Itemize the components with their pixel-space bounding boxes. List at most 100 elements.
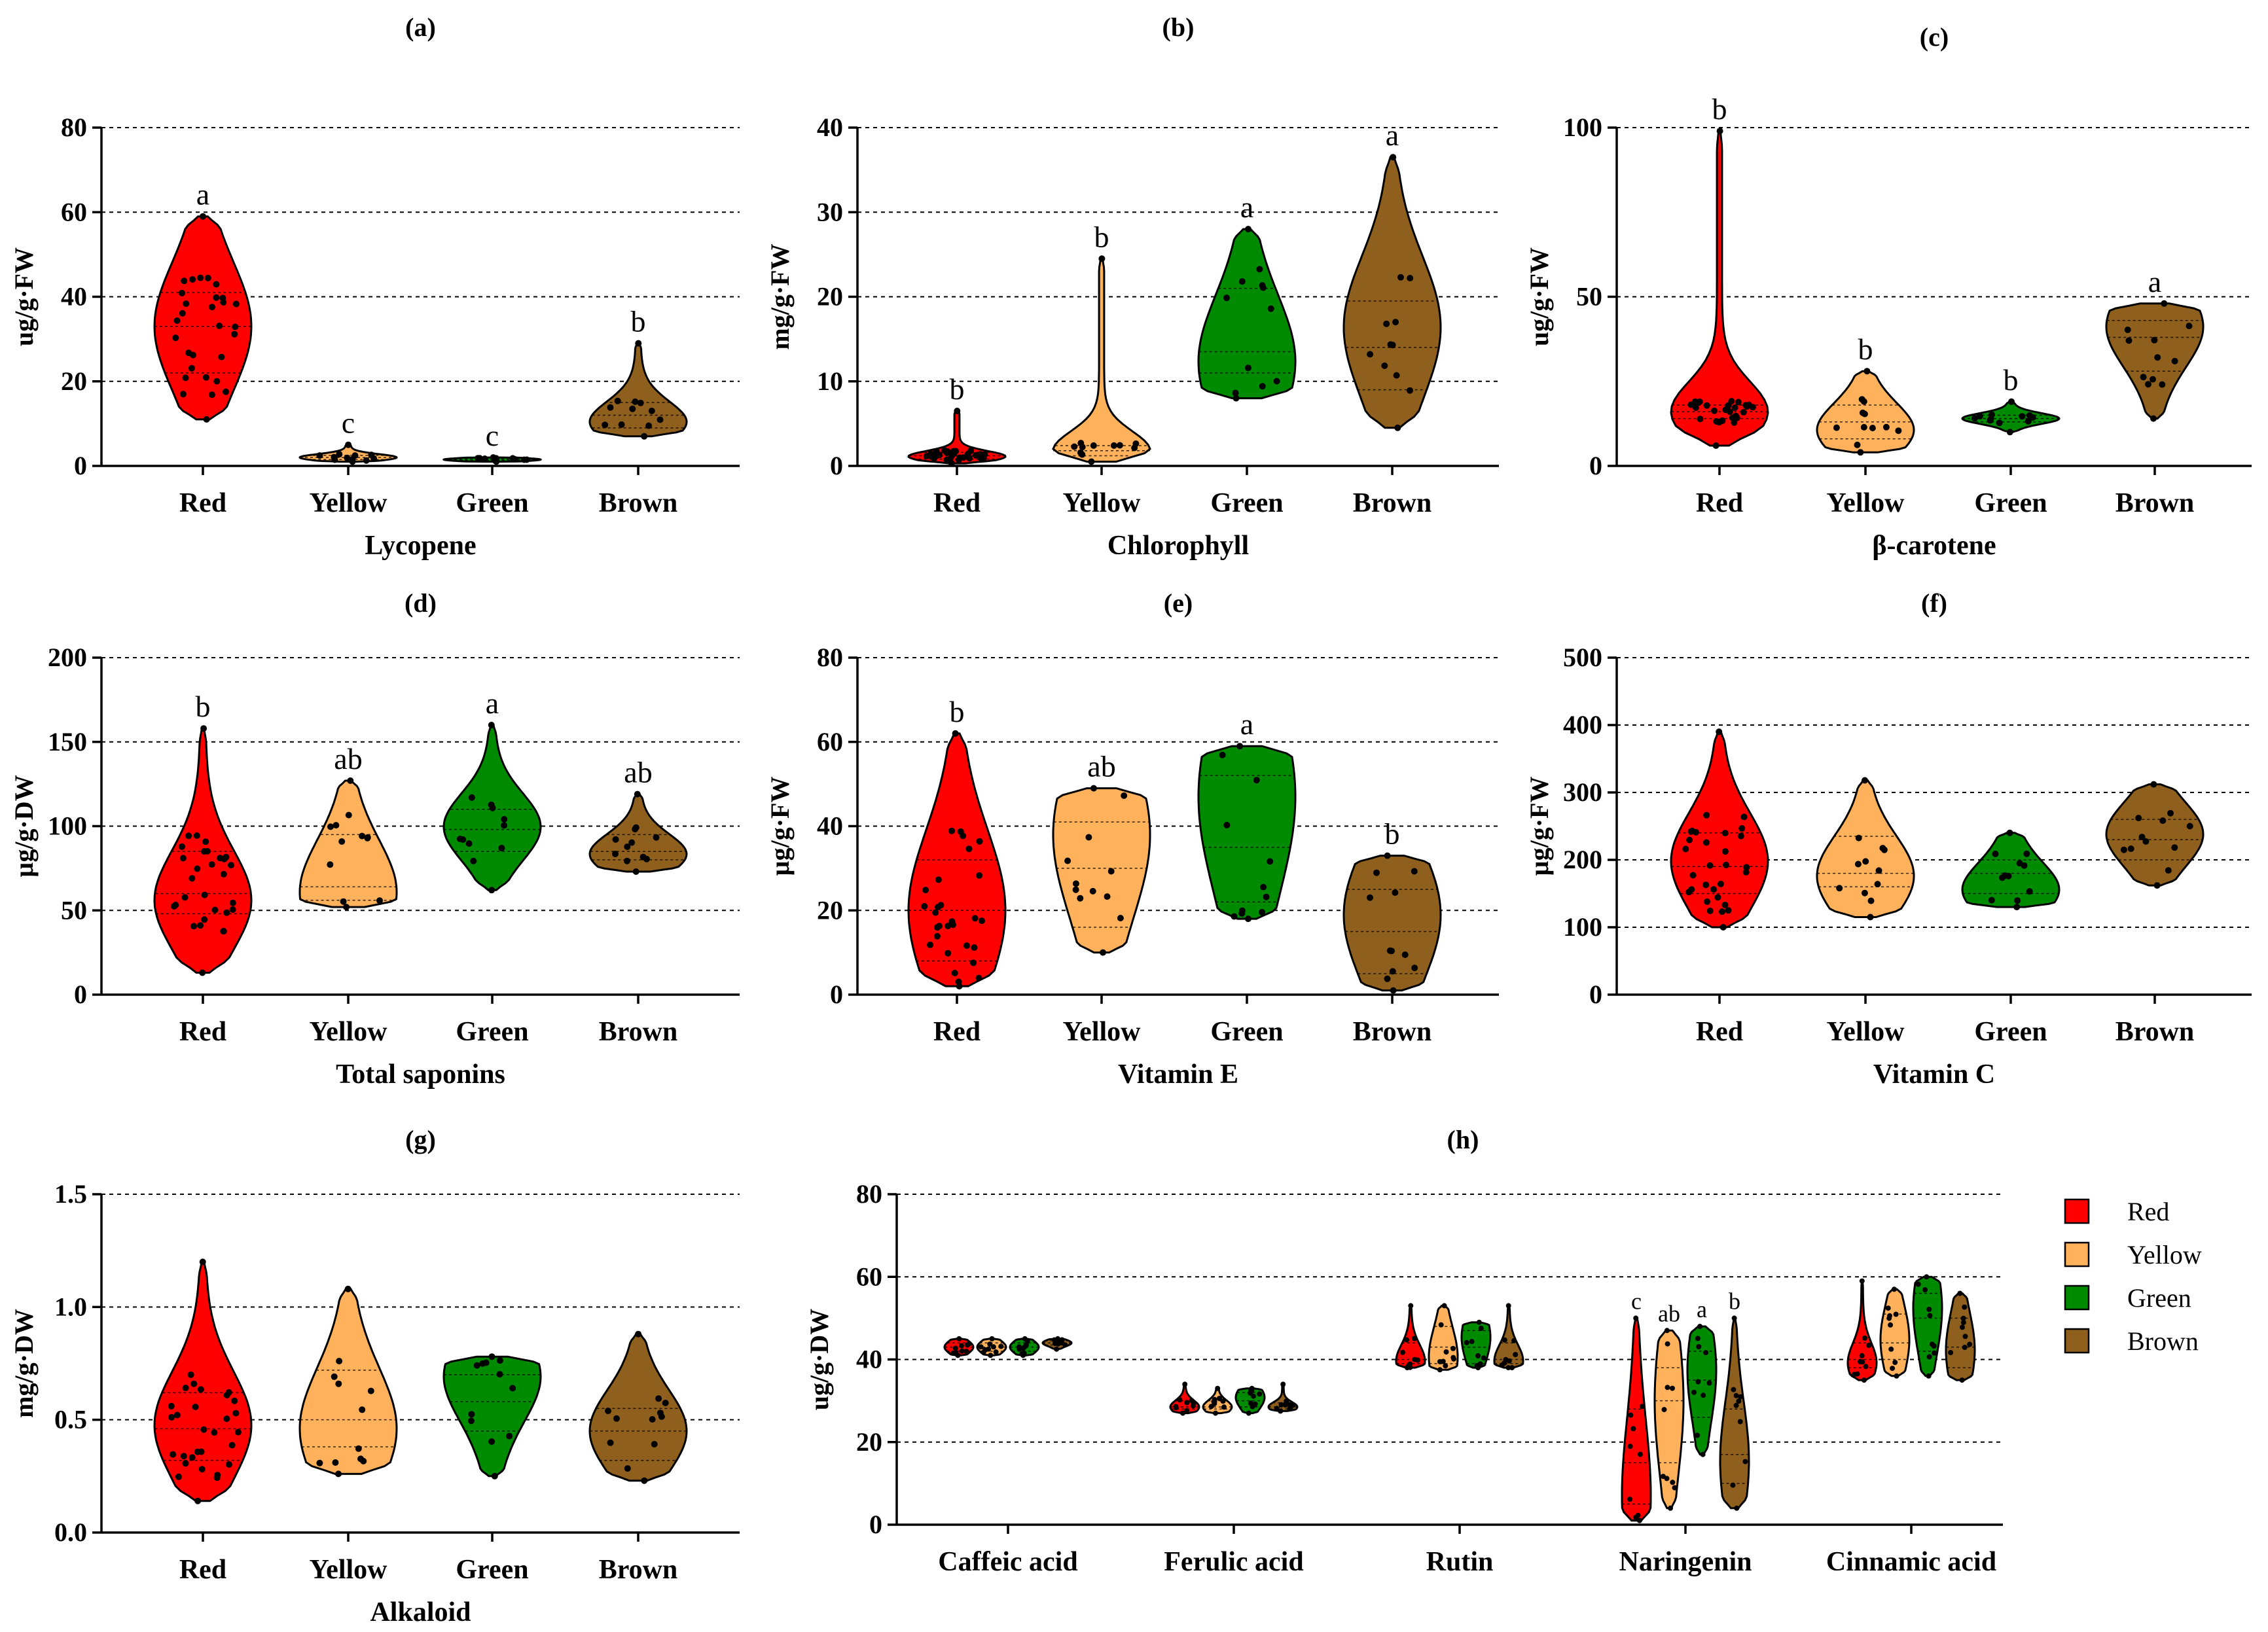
data-point — [1888, 1346, 1894, 1352]
data-point — [331, 453, 338, 461]
y-tick-label: 40 — [817, 811, 843, 841]
data-point — [1736, 1398, 1742, 1404]
data-point — [194, 1497, 202, 1504]
y-tick-label: 10 — [817, 366, 843, 396]
data-point — [1636, 1517, 1642, 1523]
y-axis-label: µg/g·FW — [1524, 777, 1554, 876]
data-point — [1513, 1352, 1519, 1357]
data-point — [175, 1473, 182, 1480]
y-tick-label: 100 — [1563, 912, 1602, 942]
data-point — [1717, 880, 1724, 887]
data-point — [944, 448, 951, 455]
data-point — [937, 902, 945, 909]
data-point — [1052, 1341, 1058, 1346]
data-point — [1867, 897, 1875, 904]
x-axis-label: β-carotene — [1872, 531, 1996, 561]
data-point — [2171, 844, 2178, 851]
data-point — [612, 836, 619, 843]
violin-red: b — [907, 695, 1007, 990]
data-point — [933, 932, 941, 940]
data-point — [1217, 1396, 1222, 1401]
data-point — [1233, 395, 1240, 402]
x-tick-label: Red — [179, 1017, 226, 1047]
data-point — [1245, 226, 1251, 233]
data-point — [1725, 907, 1732, 914]
data-point — [628, 839, 636, 846]
data-point — [1860, 423, 1867, 431]
data-point — [336, 1358, 343, 1364]
legend-swatch-yellow — [2064, 1241, 2090, 1268]
data-point — [1714, 894, 1721, 901]
y-tick-label: 100 — [1563, 113, 1602, 142]
data-point — [1743, 864, 1750, 871]
significance-letter: c — [342, 406, 355, 440]
data-point — [185, 832, 192, 840]
x-axis-label: Total saponins — [336, 1059, 505, 1090]
data-point — [364, 834, 371, 841]
legend-label-red: Red — [2127, 1197, 2169, 1226]
data-point — [1742, 1459, 1748, 1464]
data-point — [1710, 886, 1718, 893]
data-point — [1692, 404, 1699, 411]
data-point — [1450, 1345, 1456, 1351]
violin-brown: a — [1342, 118, 1442, 431]
x-tick-label: Green — [1974, 488, 2047, 518]
data-point — [189, 1454, 196, 1461]
data-point — [189, 875, 196, 882]
data-point — [1719, 908, 1725, 915]
data-point — [2150, 376, 2156, 383]
violin-brown — [1041, 1336, 1073, 1352]
data-point — [1686, 836, 1693, 843]
data-point — [1024, 1338, 1030, 1344]
violin-brown: a — [2105, 265, 2205, 422]
data-point — [1703, 402, 1710, 409]
x-axis-label: Alkaloid — [370, 1597, 471, 1627]
data-point — [2145, 381, 2151, 388]
y-axis-label: ug/g·FW — [9, 247, 39, 346]
data-point — [1716, 128, 1723, 135]
data-point — [2154, 354, 2161, 361]
violin-body — [2105, 783, 2205, 887]
data-point — [645, 422, 653, 429]
violin-body — [1202, 1387, 1233, 1415]
data-point — [1696, 1344, 1702, 1349]
data-point — [1367, 894, 1373, 901]
data-point — [1121, 792, 1128, 799]
data-point — [1390, 987, 1397, 994]
data-point — [1077, 440, 1085, 447]
data-point — [1859, 409, 1866, 416]
data-point — [1509, 1365, 1515, 1371]
data-point — [1695, 1432, 1701, 1438]
data-point — [1384, 852, 1391, 859]
data-point — [1475, 1353, 1481, 1358]
y-tick-label: 0.5 — [54, 1405, 87, 1434]
data-point — [1743, 403, 1750, 410]
data-point — [1503, 1357, 1509, 1362]
data-point — [194, 1448, 201, 1455]
data-point — [211, 1429, 218, 1436]
violin-yellow: ab — [1052, 750, 1151, 956]
data-point — [1689, 872, 1697, 879]
data-point — [1191, 1400, 1197, 1406]
violin-body — [1945, 1292, 1976, 1381]
data-point — [1854, 1371, 1860, 1377]
data-point — [1469, 1339, 1475, 1345]
data-point — [637, 399, 644, 406]
data-point — [213, 378, 221, 385]
data-point — [1926, 1373, 1932, 1379]
data-point — [1450, 1355, 1456, 1360]
data-point — [1110, 442, 1117, 449]
data-point — [1401, 951, 1409, 958]
data-point — [1734, 1505, 1740, 1511]
data-point — [344, 454, 351, 461]
violin-red: b — [1670, 92, 1769, 449]
data-point — [1231, 913, 1238, 920]
data-point — [1711, 407, 1718, 414]
data-point — [2127, 845, 2134, 852]
data-point — [1282, 1402, 1288, 1408]
data-point — [180, 1453, 187, 1460]
data-point — [960, 454, 967, 461]
data-point — [1505, 1303, 1511, 1309]
data-point — [950, 450, 958, 457]
data-point — [2002, 872, 2009, 879]
